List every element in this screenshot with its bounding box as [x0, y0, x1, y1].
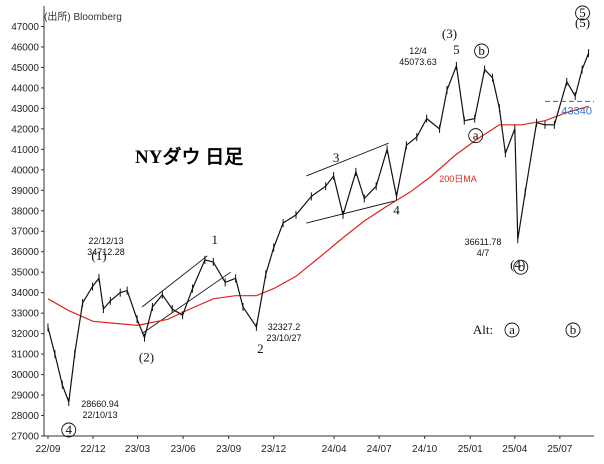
y-tick-label: 36000 — [11, 247, 39, 258]
x-tick-label: 25/01 — [458, 444, 483, 455]
value-label-top: 32327.2 — [268, 322, 301, 332]
y-tick-label: 37000 — [11, 227, 39, 238]
circled-letter-label-ring — [474, 43, 490, 59]
alt-item: a — [509, 322, 515, 337]
y-tick-label: 28000 — [11, 411, 39, 422]
circled-number-label: 4 — [66, 422, 73, 437]
y-tick-label: 27000 — [11, 432, 39, 443]
y-tick-label: 32000 — [11, 329, 39, 340]
x-tick-label: 24/04 — [322, 444, 347, 455]
x-axis-ticks: 22/09 22/12 23/03 23/06 23/09 23/12 24/04 24/07… — [35, 436, 573, 455]
wave-label: 1 — [212, 232, 219, 247]
circled-letter-label-ring — [468, 128, 484, 144]
value-label-bottom: 22/10/13 — [82, 410, 117, 420]
price-series — [47, 49, 590, 406]
source-note: (出所) Bloomberg — [44, 10, 122, 23]
wave-label: 2 — [257, 341, 264, 356]
circled-letter-label: b — [478, 43, 485, 58]
wave-label: 5 — [453, 42, 460, 57]
circled-letter-label-ring — [513, 259, 529, 275]
y-tick-label: 40000 — [11, 165, 39, 176]
alt-item: b — [570, 322, 577, 337]
ma-line — [47, 105, 589, 327]
alt-item-ring — [565, 322, 581, 338]
y-tick-label: 47000 — [11, 22, 39, 33]
y-tick-label: 31000 — [11, 350, 39, 361]
circled-letter-label: c — [518, 259, 524, 274]
value-label-bottom: 23/10/27 — [266, 333, 301, 343]
y-tick-label: 43000 — [11, 104, 39, 115]
alt-item-ring — [504, 322, 520, 338]
circled-letter-label: a — [473, 128, 479, 143]
x-tick-label: 22/12 — [80, 444, 105, 455]
y-tick-label: 35000 — [11, 268, 39, 279]
y-tick-label: 41000 — [11, 145, 39, 156]
y-tick-label: 44000 — [11, 83, 39, 94]
wave-label: 4 — [393, 202, 400, 217]
ma-series — [47, 105, 589, 327]
y-tick-label: 39000 — [11, 186, 39, 197]
x-tick-label: 23/12 — [261, 444, 286, 455]
alt-label: Alt: — [473, 322, 493, 337]
y-tick-label: 34000 — [11, 288, 39, 299]
y-tick-label: 29000 — [11, 391, 39, 402]
value-label-bottom: 34712.28 — [87, 247, 125, 257]
value-label-bottom: 45073.63 — [399, 57, 437, 67]
value-label-top: 12/4 — [409, 46, 427, 56]
value-label-top: 28660.94 — [81, 399, 119, 409]
x-tick-label: 24/10 — [412, 444, 437, 455]
y-tick-label: 42000 — [11, 124, 39, 135]
x-tick-label: 23/06 — [171, 444, 196, 455]
value-label-bottom: 4/7 — [477, 248, 490, 258]
circled-number-label: 5 — [579, 5, 586, 20]
wave-label: (2) — [139, 350, 154, 365]
circled-number-label-ring — [575, 5, 591, 21]
y-axis-ticks: 27000 28000 29000 30000 31000 32000 33000 34000… — [11, 22, 44, 443]
reference-lines: 43340 — [544, 100, 594, 117]
value-label-top: 22/12/13 — [88, 236, 123, 246]
channel-line — [306, 142, 389, 177]
y-tick-label: 46000 — [11, 42, 39, 53]
annotations: (1)(2)1234(3)5(4)(5)45bac22/12/1334712.2… — [61, 5, 591, 438]
reference-line-label: 43340 — [561, 105, 592, 117]
wave-label: (3) — [442, 26, 457, 41]
price-line — [47, 52, 590, 403]
y-tick-label: 30000 — [11, 370, 39, 381]
circled-number-label-ring — [61, 422, 77, 438]
x-tick-label: 23/03 — [125, 444, 150, 455]
y-tick-label: 38000 — [11, 206, 39, 217]
value-label-top: 36611.78 — [465, 237, 502, 247]
x-tick-label: 25/07 — [547, 444, 572, 455]
x-tick-label: 24/07 — [367, 444, 392, 455]
x-tick-label: 25/04 — [502, 444, 527, 455]
channel-line — [306, 200, 397, 224]
ma-label: 200日MA — [439, 174, 477, 184]
channel-line — [141, 255, 208, 308]
x-tick-label: 22/09 — [35, 444, 60, 455]
channel-line — [141, 271, 231, 334]
y-tick-label: 45000 — [11, 63, 39, 74]
chart-title: NYダウ 日足 — [135, 145, 244, 168]
x-tick-label: 23/09 — [216, 444, 241, 455]
wave-label: 3 — [333, 150, 340, 165]
wave-channels — [141, 142, 397, 334]
wave-label: (1) — [91, 248, 106, 263]
y-tick-label: 33000 — [11, 309, 39, 320]
